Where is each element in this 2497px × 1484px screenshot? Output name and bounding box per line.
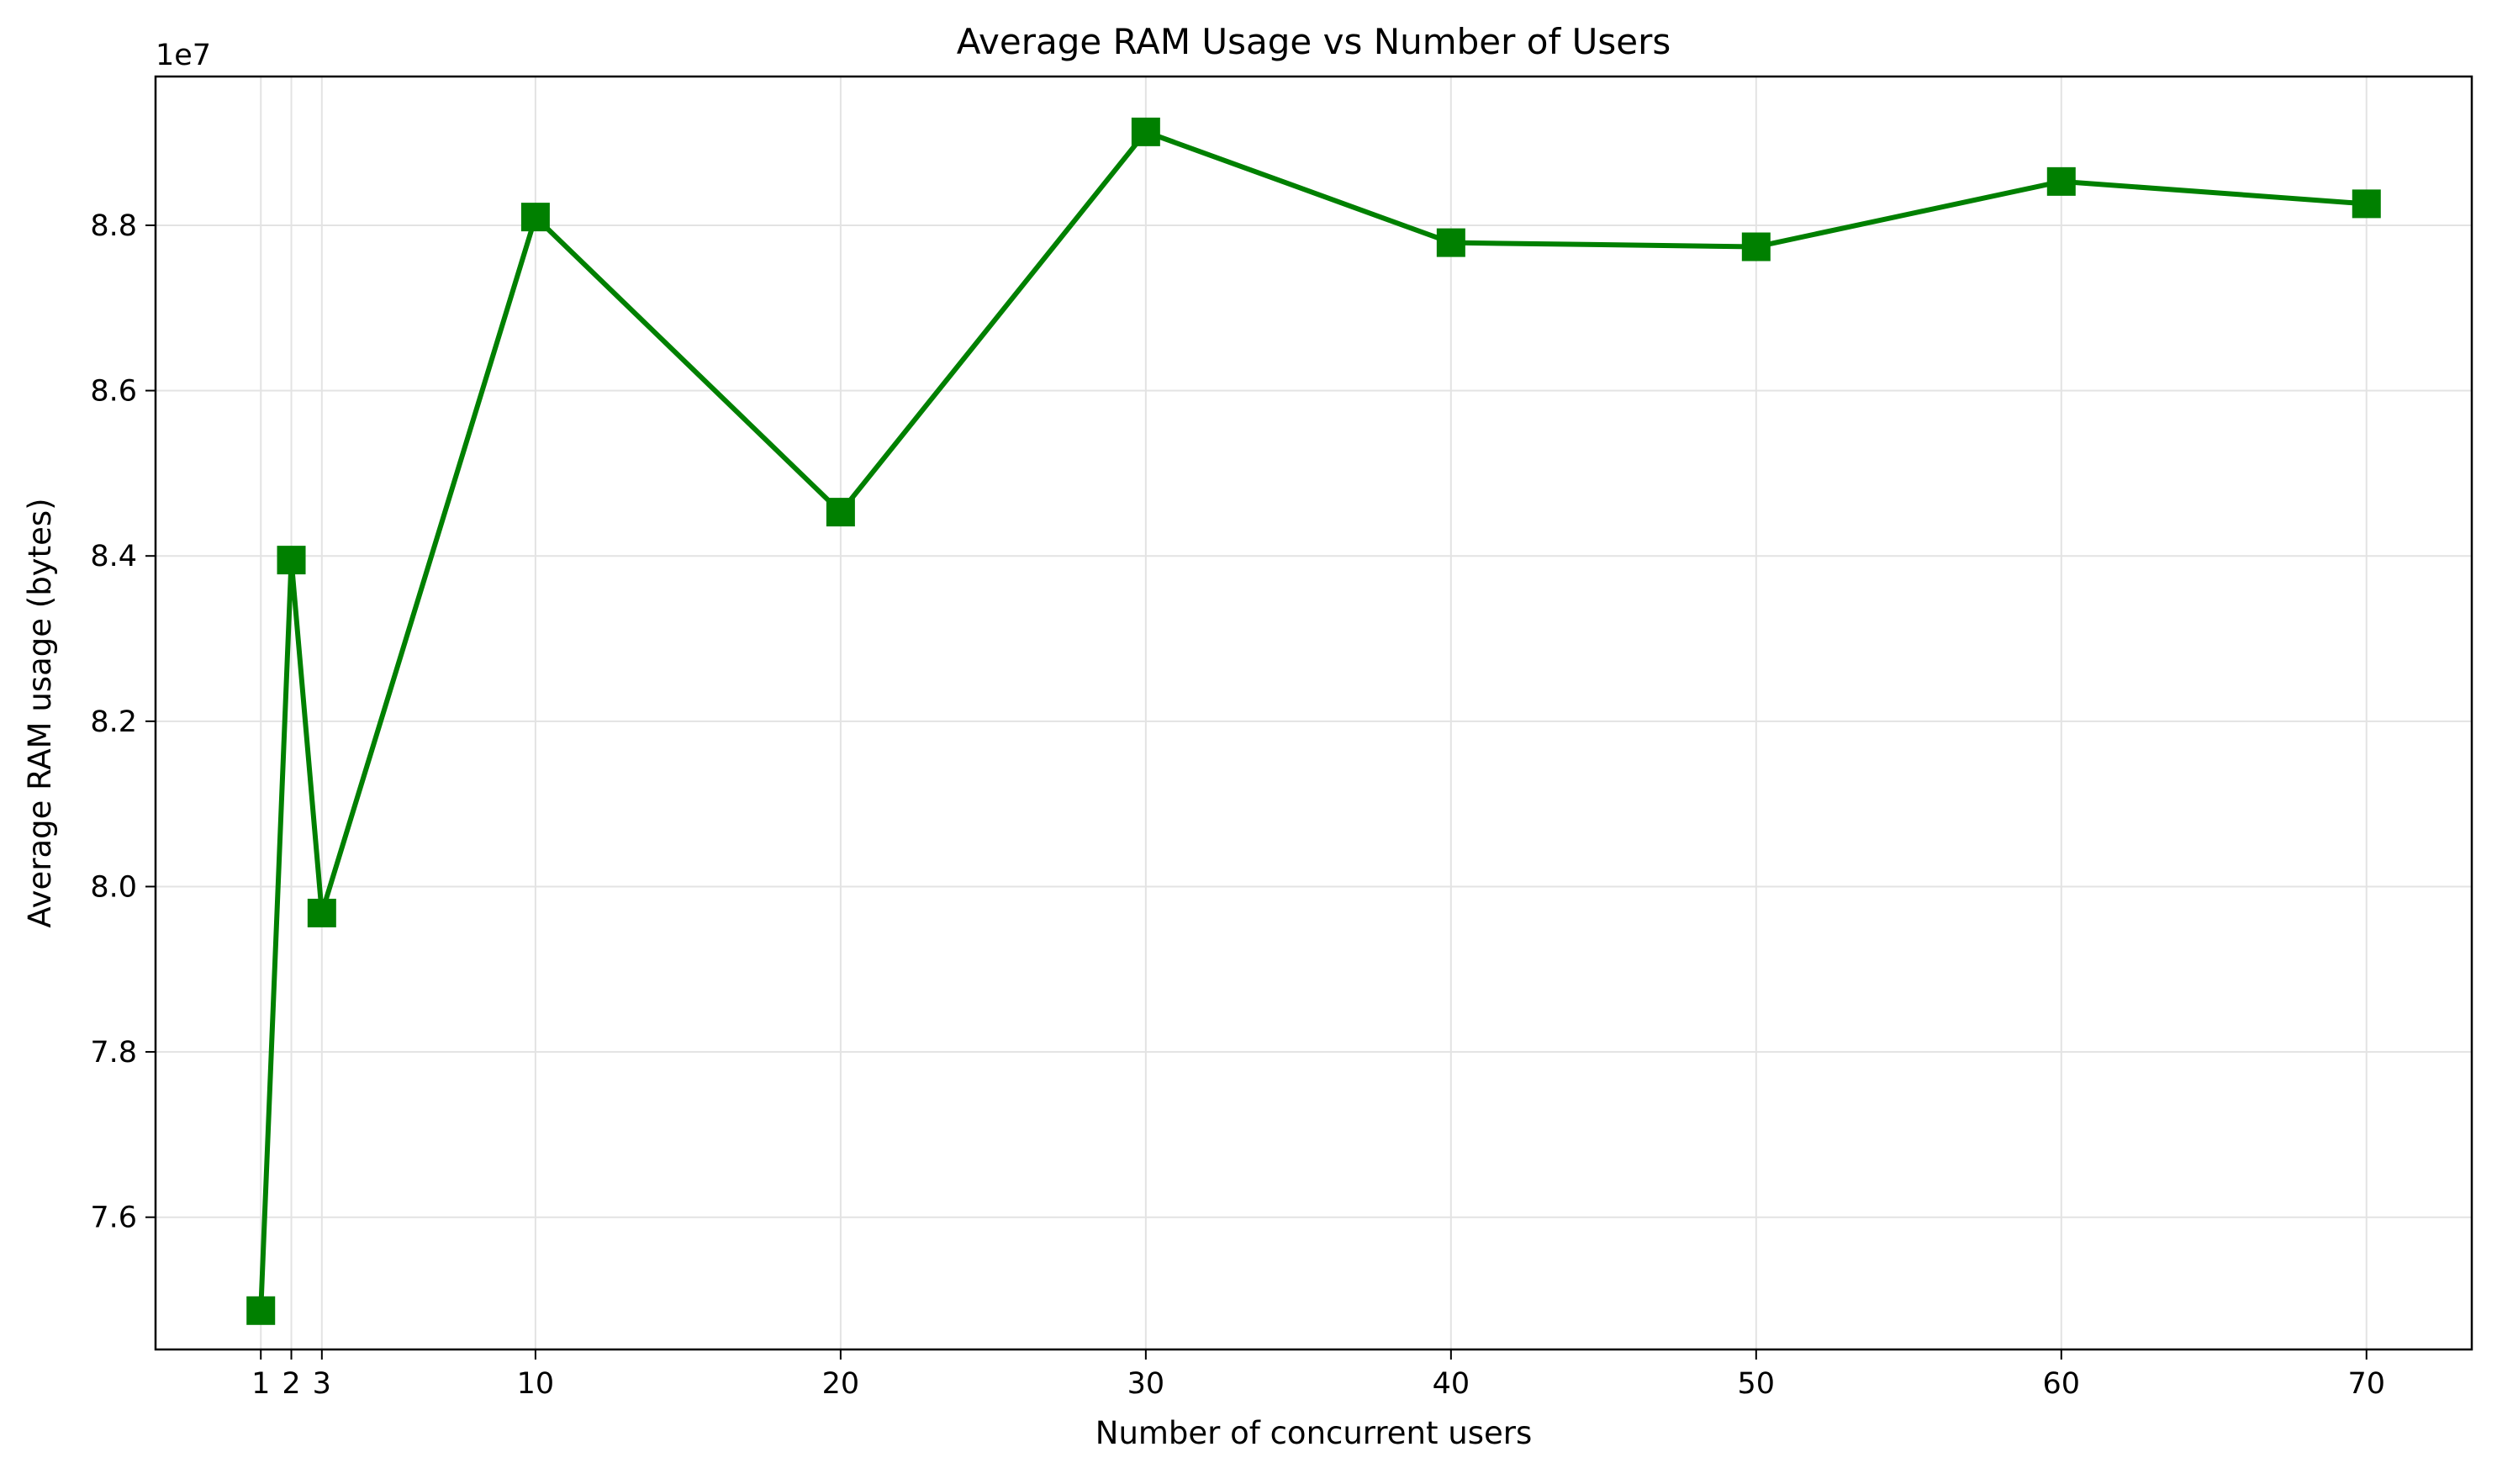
x-tick-label: 60 (2043, 1367, 2081, 1401)
y-tick-label: 8.2 (90, 705, 137, 739)
x-tick-label: 40 (1433, 1367, 1470, 1401)
y-tick-label: 7.8 (90, 1036, 137, 1069)
data-point-marker (1436, 228, 1465, 257)
grid-lines (156, 77, 2472, 1349)
x-tick-label: 2 (282, 1367, 300, 1401)
data-point-marker (277, 546, 306, 575)
y-tick-label: 7.6 (90, 1201, 137, 1235)
y-axis-offset-label: 1e7 (156, 39, 211, 72)
data-point-marker (826, 498, 855, 527)
data-point-marker (246, 1296, 276, 1325)
x-tick-label: 50 (1738, 1367, 1776, 1401)
y-tick-label: 8.4 (90, 540, 137, 573)
data-point-marker (2046, 166, 2076, 196)
data-point-marker (307, 898, 336, 927)
y-tick-label: 8.8 (90, 209, 137, 243)
data-point-marker (1131, 117, 1160, 146)
chart-title: Average RAM Usage vs Number of Users (957, 21, 1671, 62)
y-axis-label: Average RAM usage (bytes) (22, 498, 58, 927)
x-tick-label: 70 (2347, 1367, 2385, 1401)
x-tick-label: 3 (313, 1367, 331, 1401)
data-point-marker (1741, 232, 1771, 261)
data-point-marker (2352, 189, 2381, 219)
x-tick-label: 20 (822, 1367, 860, 1401)
y-tick-label: 8.0 (90, 870, 137, 904)
axis-ticks: 1 2 3 10 20 30 40 50 60 70 7.6 7.8 8.0 8.2 8.4 8.6 8.8 (90, 209, 2385, 1401)
x-tick-label: 30 (1127, 1367, 1165, 1401)
data-point-marker (520, 203, 550, 232)
x-tick-label: 1 (251, 1367, 270, 1401)
x-axis-label: Number of concurrent users (1095, 1415, 1532, 1451)
series-line (258, 129, 2369, 1313)
y-tick-label: 8.6 (90, 375, 137, 409)
x-tick-label: 10 (517, 1367, 555, 1401)
series-layer (246, 117, 2381, 1325)
plot-frame (154, 75, 2473, 1351)
